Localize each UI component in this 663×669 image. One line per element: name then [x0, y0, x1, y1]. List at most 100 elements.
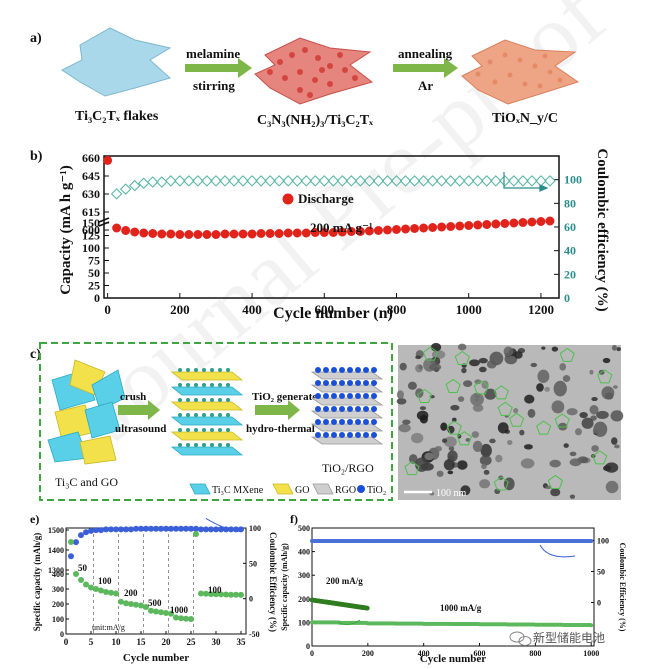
stack-layer [170, 401, 244, 411]
chart-b-y-tick-label: 150 [82, 216, 100, 230]
stack-particle [178, 428, 182, 432]
stack-particle [210, 428, 214, 432]
tio2-particle [323, 393, 329, 399]
tem-particle [590, 415, 597, 421]
chart-f-y-tick-label: 100 [298, 618, 310, 627]
stack-particle [226, 443, 230, 447]
wechat-icon [509, 631, 532, 646]
stack-particle [194, 428, 198, 432]
arrow-to-left-axis-icon [337, 619, 361, 626]
chart-e-efficiency-point [188, 525, 194, 532]
chart-b-discharge-point [536, 217, 546, 226]
tio2-particle [355, 419, 361, 425]
tio2-particle [331, 432, 337, 438]
tem-particle [589, 404, 599, 415]
chart-b-discharge-point [509, 218, 519, 228]
chart-e-capacity-point [198, 590, 204, 597]
tio2-particle [371, 393, 377, 399]
chart-b-discharge-point [373, 226, 383, 235]
stack-particle [194, 413, 198, 417]
chart-b-efficiency-point [381, 175, 394, 187]
chart-e-capacity-point [153, 608, 159, 615]
stack-layer [170, 416, 244, 426]
tem-particle [463, 380, 473, 388]
chart-b-y2-tick-label: 40 [564, 244, 576, 258]
chart-e-capacity-point [108, 589, 114, 596]
tio2-particle [347, 432, 353, 438]
stack-particle [194, 443, 198, 447]
stack-particle [186, 398, 190, 402]
tem-particle [611, 437, 618, 445]
chart-b-efficiency-point [544, 175, 556, 187]
tem-highlight-marker [497, 401, 513, 416]
tem-particle [497, 422, 509, 434]
chart-b-efficiency-point [228, 175, 240, 187]
tem-particle [399, 362, 407, 371]
tio2-particle [315, 432, 321, 438]
stack-particle [186, 428, 190, 432]
tem-particle [544, 386, 550, 392]
tio2-particle [363, 367, 369, 373]
stack-particle [194, 368, 198, 372]
tem-highlight-marker [536, 420, 552, 435]
rgo-layer [310, 410, 384, 419]
chart-b-discharge-point [301, 228, 311, 238]
chart-b-y-tick-label: 25 [88, 279, 100, 293]
stack-particle [218, 428, 222, 432]
chart-b-y-tick-label: 0 [94, 291, 100, 305]
tio2-particle [371, 406, 377, 412]
tem-particle [396, 398, 407, 405]
tem-particle [550, 488, 561, 497]
stack-particle [178, 443, 182, 447]
unit-note: unit:mA/g [92, 623, 125, 632]
chart-b-efficiency-point [192, 175, 204, 187]
chart-e-capacity-point [83, 581, 89, 588]
tio2-particle [339, 406, 345, 412]
tem-particle [569, 458, 582, 467]
chart-b-discharge-point [464, 221, 474, 230]
chart-f-frame [311, 527, 595, 647]
tio2-particle [371, 432, 377, 438]
c-arrow1-top-label: crush [120, 391, 146, 403]
step3-label: TiOₓN_y/C [492, 111, 558, 126]
chart-b-efficiency-point [146, 176, 159, 188]
chart-b-discharge-point [283, 228, 293, 238]
chart-b-efficiency-point [155, 176, 168, 188]
stack-particle [202, 368, 206, 372]
stack-particle [218, 368, 222, 372]
rate1-label: 200 mA/g [326, 576, 363, 586]
chart-b-discharge-point [148, 229, 158, 238]
chart-b-y-tick-label: 615 [82, 205, 100, 219]
chart-e-y-tick-label: 1300 [48, 566, 64, 575]
rate-label-50: 50 [78, 563, 88, 573]
tem-particle [602, 357, 611, 364]
panel-c-legend: Ti₃C MXene GO RGO TiO₂ [189, 483, 386, 496]
chart-b-discharge-point [500, 219, 510, 228]
tio2-particle [355, 367, 361, 373]
chart-e-efficiency-point [123, 526, 129, 533]
chart-e-efficiency-point [218, 526, 224, 533]
tio2-particle [371, 380, 377, 386]
tem-particle [481, 463, 487, 470]
stack-particle [226, 398, 230, 402]
tem-particle [474, 379, 482, 385]
rgo-layer [310, 436, 384, 445]
chart-b-discharge-point [139, 228, 149, 238]
chart-b-discharge-point [310, 228, 320, 237]
stack-particle [210, 413, 214, 417]
chart-b-discharge-point [166, 229, 176, 239]
chart-b-efficiency-point [399, 175, 412, 187]
tio2-particle [331, 367, 337, 373]
tem-particle [604, 462, 619, 473]
chart-b-efficiency-point [444, 175, 457, 187]
tem-particle [486, 360, 497, 369]
chart-e-capacity-point [158, 609, 164, 616]
chart-f-ylabel-right: Coulombic Efficiency (%) [618, 543, 627, 632]
mxene-go-sheets-illustration [47, 359, 126, 465]
chart-b-efficiency-point [480, 175, 493, 187]
tem-particle [507, 440, 513, 446]
tio2-particle [323, 419, 329, 425]
chart-b-discharge-point [328, 228, 338, 237]
tio2-particle [323, 367, 329, 373]
